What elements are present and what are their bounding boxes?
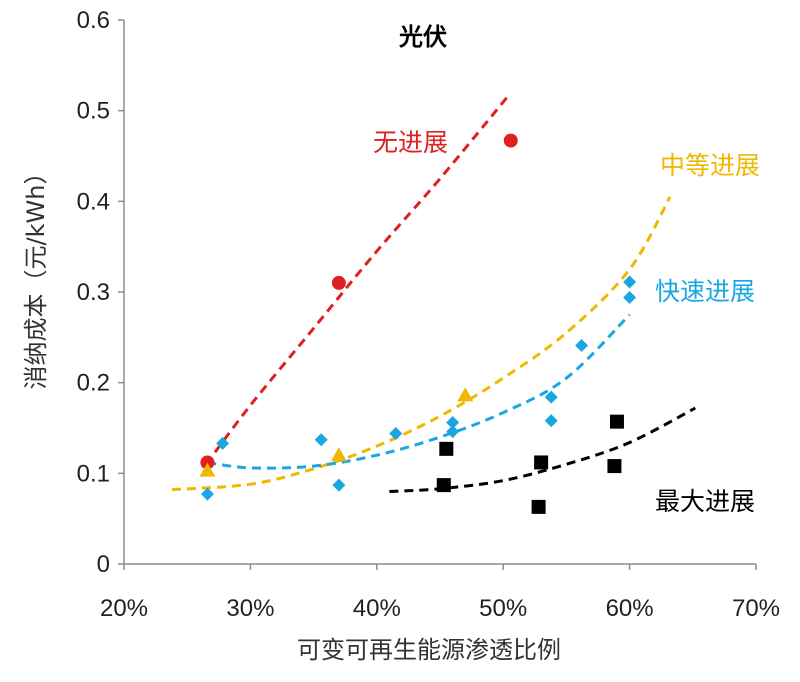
data-point-rapid-progress xyxy=(314,433,328,447)
trend-line-max-progress xyxy=(389,406,696,493)
series-label-moderate-progress: 中等进展 xyxy=(660,151,760,180)
data-point-rapid-progress xyxy=(575,338,589,352)
y-tick-label: 0 xyxy=(97,551,110,578)
data-point-max-progress xyxy=(534,455,549,470)
data-point-no-progress xyxy=(503,133,518,148)
trend-line-moderate-progress xyxy=(171,196,672,492)
y-tick-label: 0.4 xyxy=(77,188,110,215)
x-axis-title: 可变可再生能源渗透比例 xyxy=(297,636,561,664)
x-tick-label: 40% xyxy=(353,595,401,622)
data-point-rapid-progress xyxy=(623,275,637,289)
data-point-moderate-progress xyxy=(457,387,474,402)
data-point-rapid-progress xyxy=(623,290,637,304)
series-label-max-progress: 最大进展 xyxy=(655,487,755,516)
data-point-max-progress xyxy=(609,414,624,429)
data-point-rapid-progress xyxy=(200,487,214,501)
data-point-moderate-progress xyxy=(199,462,216,477)
axes: 0 0.1 0.2 0.3 0.4 0.5 0.6 20% 30% 40% 50% 60% 70% xyxy=(77,7,780,622)
data-point-no-progress xyxy=(331,275,346,290)
y-tick-label: 0.3 xyxy=(77,279,110,306)
data-point-rapid-progress xyxy=(332,478,346,492)
x-tick-label: 20% xyxy=(100,595,148,622)
data-point-rapid-progress xyxy=(446,416,460,430)
x-tick-label: 50% xyxy=(479,595,527,622)
chart-title: 光伏 xyxy=(398,23,447,51)
series-label-no-progress: 无进展 xyxy=(373,128,448,157)
data-point-rapid-progress xyxy=(389,426,403,440)
data-point-rapid-progress xyxy=(544,414,558,428)
y-tick-label: 0.2 xyxy=(77,370,110,397)
data-point-moderate-progress xyxy=(330,447,347,462)
x-tick-label: 30% xyxy=(226,595,274,622)
y-tick-label: 0.6 xyxy=(77,7,110,34)
data-point-max-progress xyxy=(439,441,454,456)
data-point-rapid-progress xyxy=(544,390,558,404)
trend-line-no-progress xyxy=(204,93,511,466)
x-tick-label: 60% xyxy=(606,595,654,622)
x-tick-label: 70% xyxy=(732,595,780,622)
data-point-no-progress xyxy=(200,455,215,470)
labels: 光伏 可变可再生能源渗透比例 消纳成本（元/kWh） 无进展 中等进展 快速进展… xyxy=(22,23,760,664)
trend-line-rapid-progress xyxy=(207,313,631,470)
data-point-rapid-progress xyxy=(216,436,230,450)
data-point-max-progress xyxy=(607,459,622,474)
y-axis-title: 消纳成本（元/kWh） xyxy=(22,161,50,390)
data-point-rapid-progress xyxy=(446,425,460,439)
data-markers xyxy=(199,133,637,514)
y-tick-label: 0.5 xyxy=(77,98,110,125)
y-tick-label: 0.1 xyxy=(77,460,110,487)
data-point-max-progress xyxy=(531,499,546,514)
data-point-max-progress xyxy=(436,478,451,493)
series-label-rapid-progress: 快速进展 xyxy=(655,277,755,306)
